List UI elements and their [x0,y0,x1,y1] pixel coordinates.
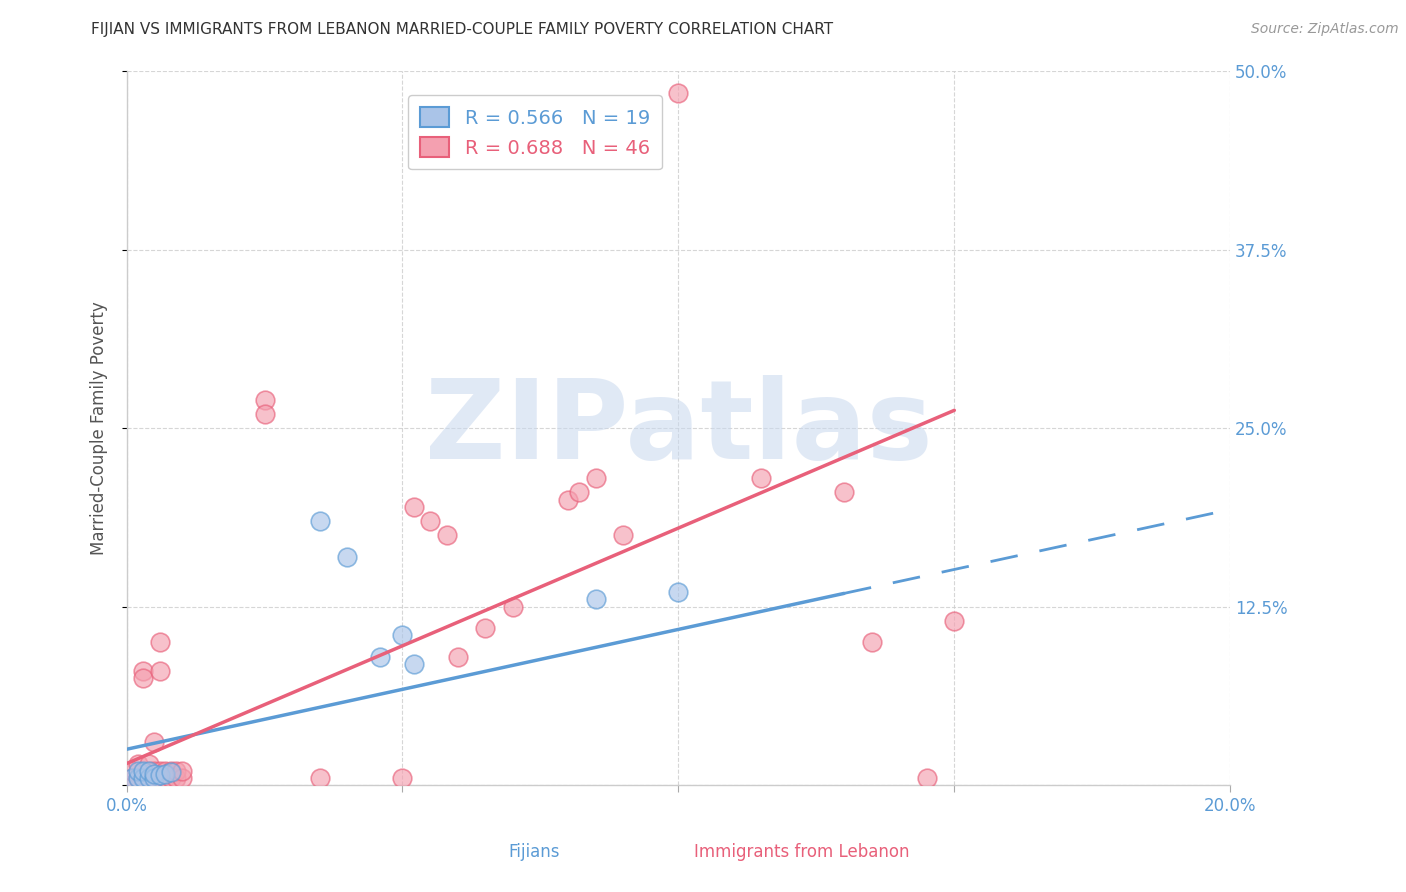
Text: FIJIAN VS IMMIGRANTS FROM LEBANON MARRIED-COUPLE FAMILY POVERTY CORRELATION CHAR: FIJIAN VS IMMIGRANTS FROM LEBANON MARRIE… [91,22,834,37]
Point [143,771,166,785]
Point [143,764,166,778]
Text: Immigrants from Lebanon: Immigrants from Lebanon [693,843,910,861]
Point [153,764,176,778]
Point [121,764,143,778]
Point [159,765,181,780]
Point [170,764,193,778]
Point [336,549,359,564]
Point [121,771,143,785]
Y-axis label: Married-Couple Family Poverty: Married-Couple Family Poverty [90,301,108,555]
Point [943,614,966,628]
Point [170,771,193,785]
Point [149,635,172,649]
Point [149,764,172,778]
Point [132,771,155,785]
Point [253,407,276,421]
Point [138,756,160,771]
Point [165,764,187,778]
Point [153,766,176,780]
Point [308,514,330,528]
Point [585,471,607,485]
Point [138,764,160,778]
Point [370,649,392,664]
Point [585,592,607,607]
Point [402,500,425,514]
Point [391,628,413,642]
Point [138,771,160,785]
Point [832,485,855,500]
Point [568,485,591,500]
Point [474,621,496,635]
Point [612,528,634,542]
Point [749,471,772,485]
Point [253,392,276,407]
Text: Fijians: Fijians [509,843,560,861]
Point [502,599,524,614]
Text: Source: ZipAtlas.com: Source: ZipAtlas.com [1251,22,1399,37]
Point [149,664,172,678]
Point [143,771,166,785]
Point [127,771,149,785]
Point [132,764,155,778]
Point [447,649,470,664]
Point [127,764,149,778]
Point [132,771,155,785]
Point [915,771,938,785]
Point [127,756,149,771]
Point [138,764,160,778]
Point [391,771,413,785]
Point [436,528,458,542]
Point [666,86,689,100]
Point [666,585,689,599]
Point [121,771,143,785]
Point [127,771,149,785]
Point [159,771,181,785]
Point [308,771,330,785]
Point [153,771,176,785]
Point [149,768,172,782]
Point [143,766,166,780]
Point [149,771,172,785]
Point [143,735,166,749]
Point [165,771,187,785]
Point [860,635,883,649]
Point [557,492,579,507]
Legend: R = 0.566   N = 19, R = 0.688   N = 46: R = 0.566 N = 19, R = 0.688 N = 46 [408,95,662,169]
Point [402,657,425,671]
Point [138,771,160,785]
Point [159,764,181,778]
Text: ZIPatlas: ZIPatlas [425,375,932,482]
Point [419,514,441,528]
Point [132,671,155,685]
Point [132,664,155,678]
